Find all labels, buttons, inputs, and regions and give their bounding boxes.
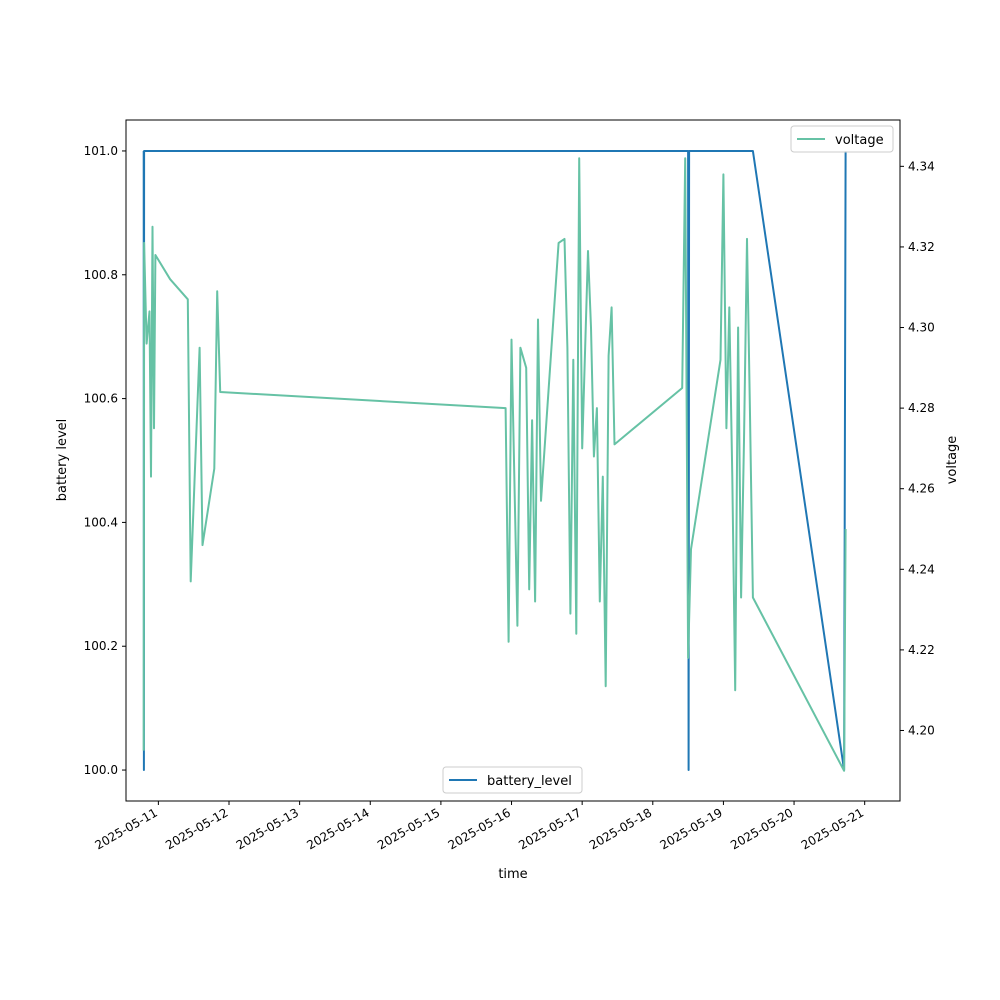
y-right-tick-label: 4.24 xyxy=(908,562,935,576)
y-axis-left-title: battery level xyxy=(55,419,70,502)
series-voltage-line xyxy=(142,157,847,772)
legend-battery-level: battery_level xyxy=(442,766,583,794)
y-left-tick-label: 100.6 xyxy=(84,392,118,406)
y-axis-right: 4.20 4.22 4.24 4.26 4.28 4.30 4.32 4.34 xyxy=(900,159,935,737)
y-left-tick-label: 100.8 xyxy=(84,268,118,282)
legend-voltage: voltage xyxy=(790,125,894,153)
y-axis-left: 100.0 100.2 100.4 100.6 100.8 101.0 xyxy=(84,144,126,777)
y-right-tick-label: 4.34 xyxy=(908,159,935,173)
y-right-tick-label: 4.30 xyxy=(908,321,935,335)
y-left-tick-label: 101.0 xyxy=(84,144,118,158)
legend-box xyxy=(790,125,894,153)
x-axis-title: time xyxy=(498,867,527,882)
y-axis-right-title: voltage xyxy=(945,436,960,485)
y-right-tick-label: 4.26 xyxy=(908,482,935,496)
y-right-tick-label: 4.28 xyxy=(908,401,935,415)
y-left-tick-label: 100.4 xyxy=(84,515,118,529)
y-right-tick-label: 4.22 xyxy=(908,643,935,657)
plot-frame xyxy=(125,119,901,802)
y-right-tick-label: 4.32 xyxy=(908,240,935,254)
y-left-tick-label: 100.2 xyxy=(84,639,118,653)
legend-label-voltage: voltage xyxy=(835,133,884,148)
legend-box xyxy=(442,766,583,794)
y-left-tick-label: 100.0 xyxy=(84,763,118,777)
legend-label-battery-level: battery_level xyxy=(487,774,572,789)
y-right-tick-label: 4.20 xyxy=(908,723,935,737)
